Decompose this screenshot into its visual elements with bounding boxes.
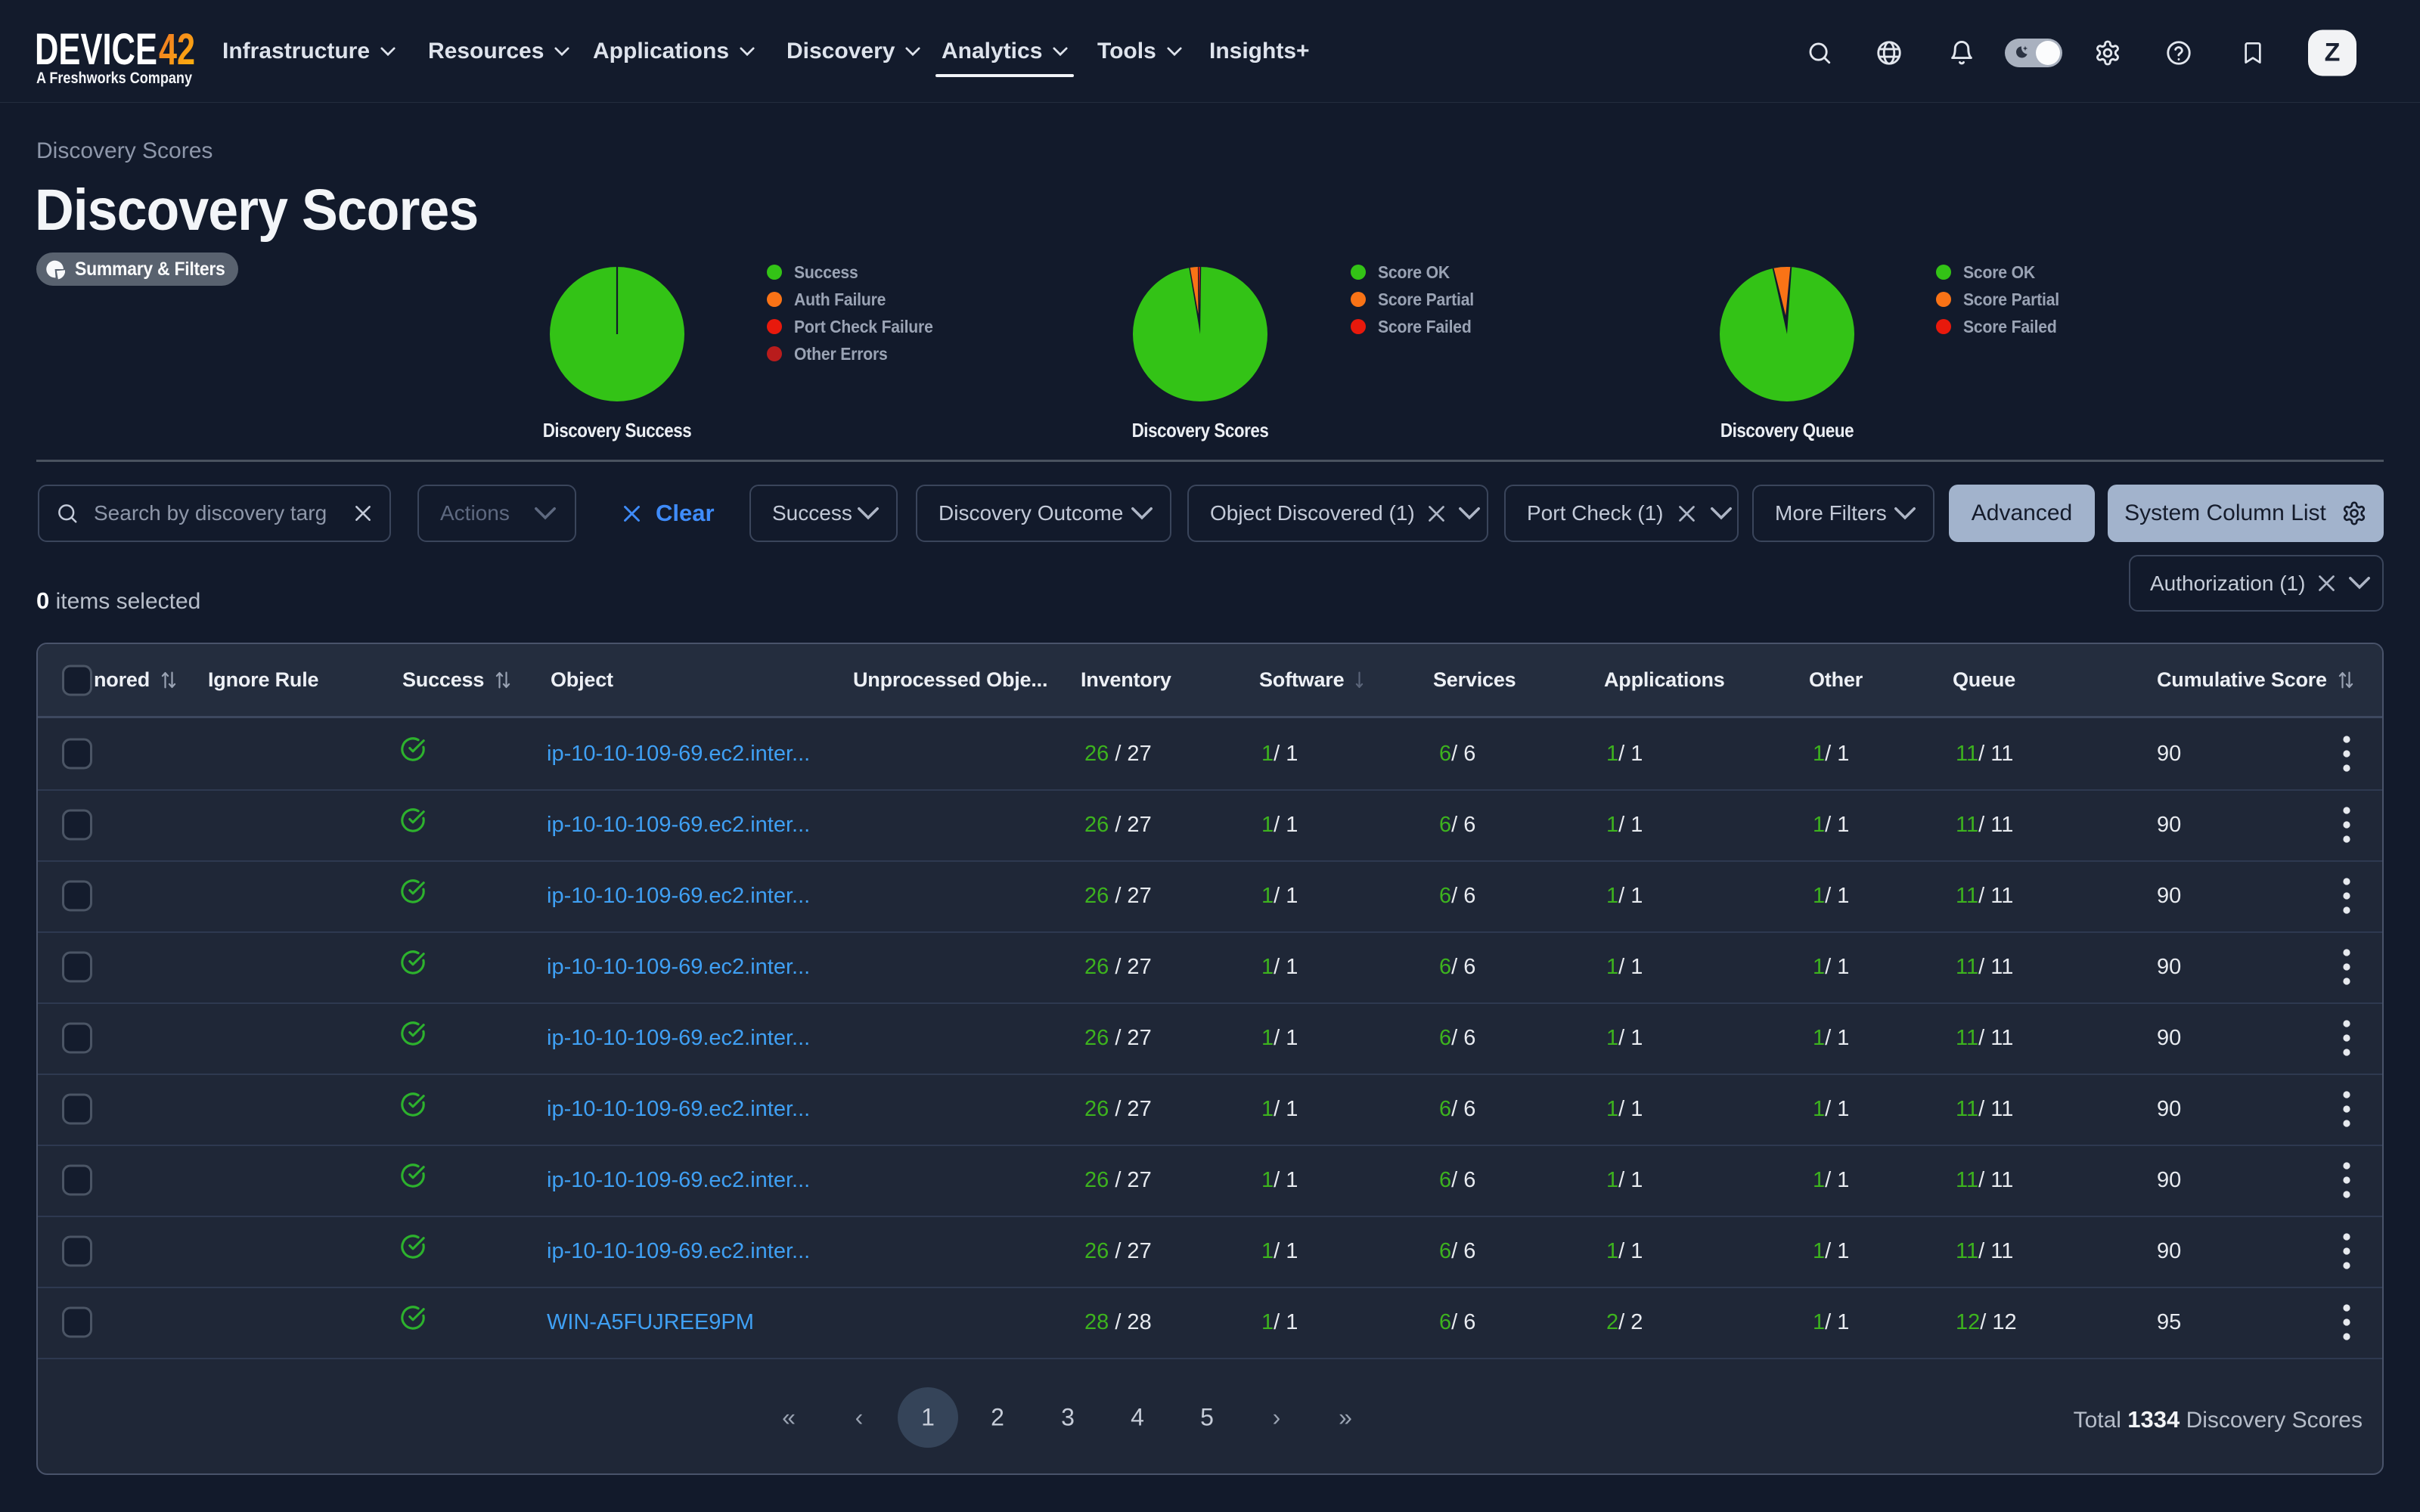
svg-text:A Freshworks Company: A Freshworks Company xyxy=(36,70,192,87)
svg-text:DEVICE: DEVICE xyxy=(36,25,157,74)
svg-text:42: 42 xyxy=(159,25,195,74)
